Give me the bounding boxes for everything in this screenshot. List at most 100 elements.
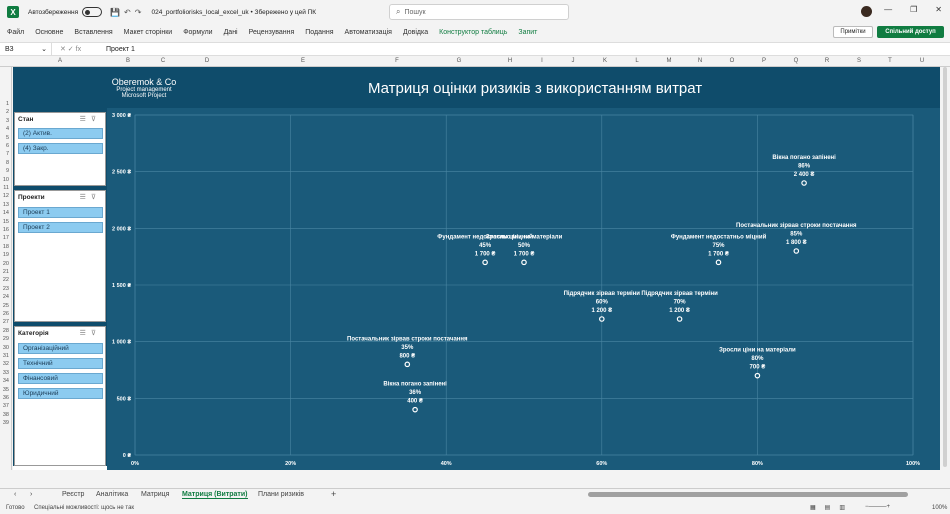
column-header[interactable]: T — [888, 58, 892, 64]
row-header[interactable]: 1 — [5, 101, 9, 107]
zoom-level[interactable]: 100% — [932, 505, 948, 511]
slicer-item[interactable]: Технічний — [18, 358, 103, 369]
row-header[interactable]: 11 — [3, 185, 9, 191]
row-header[interactable]: 26 — [2, 311, 9, 317]
row-header[interactable]: 35 — [2, 386, 9, 393]
column-header[interactable]: N — [697, 58, 703, 64]
slicer-item[interactable]: Проект 2 — [18, 222, 103, 233]
ribbon-tab[interactable]: Рецензування — [248, 28, 295, 36]
row-header[interactable]: 6 — [5, 143, 9, 149]
column-header[interactable]: B — [125, 58, 131, 64]
slicer-item[interactable]: Фінансовий — [18, 373, 103, 384]
row-header[interactable]: 2 — [5, 109, 9, 116]
minimize-icon[interactable]: — — [884, 5, 893, 14]
row-header[interactable]: 4 — [5, 126, 9, 133]
column-header[interactable]: H — [507, 58, 513, 64]
slicer-status[interactable]: Стан ☰⊽ (2) Актив. (4) Закр. — [14, 112, 106, 186]
column-header[interactable]: Q — [793, 58, 799, 64]
ribbon-tab[interactable]: Автоматизація — [344, 28, 392, 36]
ribbon-tab[interactable]: Файл — [7, 28, 25, 36]
slicer-item[interactable]: Юридичний — [18, 388, 103, 399]
row-header[interactable]: 7 — [5, 151, 9, 158]
row-header[interactable]: 32 — [2, 361, 9, 368]
row-header[interactable]: 3 — [5, 117, 9, 124]
column-header[interactable]: F — [395, 58, 399, 64]
ribbon-tab[interactable]: Основне — [35, 28, 64, 36]
slicer-item[interactable]: (2) Актив. — [18, 128, 103, 139]
column-header[interactable]: G — [456, 58, 462, 64]
ribbon-tab[interactable]: Запит — [518, 28, 538, 36]
row-header[interactable]: 9 — [5, 168, 9, 175]
row-header[interactable]: 31 — [2, 353, 9, 359]
column-header[interactable]: E — [300, 58, 306, 64]
row-header[interactable]: 12 — [2, 193, 9, 200]
column-header[interactable]: P — [761, 58, 767, 64]
column-header[interactable]: S — [856, 58, 862, 64]
slicer-item[interactable]: (4) Закр. — [18, 143, 103, 154]
row-header[interactable]: 25 — [2, 302, 9, 309]
column-header[interactable]: O — [729, 58, 735, 64]
sheet-tab[interactable]: Реєстр — [62, 491, 85, 498]
slicer-filter-icon[interactable]: ☰⊽ — [79, 116, 101, 123]
column-header[interactable]: U — [919, 58, 925, 64]
row-header[interactable]: 19 — [2, 252, 9, 259]
column-header[interactable]: I — [541, 58, 543, 64]
autosave-toggle[interactable] — [82, 7, 103, 17]
column-header[interactable]: A — [57, 58, 63, 64]
zoom-slider[interactable]: −———+ — [865, 504, 891, 510]
row-header[interactable]: 27 — [2, 319, 9, 326]
row-header[interactable]: 14 — [2, 210, 9, 217]
row-header[interactable]: 33 — [2, 369, 9, 376]
slicer-filter-icon[interactable]: ☰⊽ — [79, 194, 101, 201]
horizontal-scrollbar[interactable] — [588, 492, 908, 497]
row-header[interactable]: 15 — [2, 218, 9, 225]
row-header[interactable]: 16 — [2, 227, 9, 233]
row-header[interactable]: 36 — [2, 395, 9, 401]
row-header[interactable]: 18 — [2, 243, 9, 250]
row-header[interactable]: 29 — [2, 336, 9, 343]
slicer-projects[interactable]: Проекти ☰⊽ Проект 1 Проект 2 — [14, 190, 106, 322]
row-header[interactable]: 24 — [2, 294, 9, 301]
column-header[interactable]: J — [571, 58, 575, 64]
row-header[interactable]: 23 — [2, 285, 9, 292]
ribbon-tab[interactable]: Формули — [183, 28, 213, 36]
row-header[interactable]: 8 — [5, 159, 9, 166]
quick-access-icons[interactable]: 💾↶↷ — [110, 7, 146, 17]
sheet-tab[interactable]: Матриця — [141, 491, 170, 498]
file-name[interactable]: 024_portfoliorisks_local_excel_uk • Збер… — [151, 8, 317, 16]
prev-sheet-icon[interactable]: ‹ — [14, 491, 17, 498]
scatter-chart[interactable]: 0 ₴ 500 ₴ 1 000 ₴ 1 500 ₴ 2 000 ₴ 2 500 ₴ 3 00… — [107, 108, 927, 470]
slicer-item[interactable]: Проект 1 — [18, 207, 103, 218]
row-header[interactable]: 5 — [5, 134, 9, 141]
accessibility-status[interactable]: Спеціальні можливості: щось не так — [34, 505, 135, 511]
slicer-category[interactable]: Категорія ☰⊽ Організаційний Технічний Фі… — [14, 326, 106, 466]
row-header[interactable]: 28 — [2, 327, 9, 334]
share-button[interactable]: Спільний доступ — [877, 26, 944, 38]
row-header[interactable]: 34 — [2, 378, 9, 385]
notes-button[interactable]: Примітки — [833, 26, 873, 38]
column-header[interactable]: D — [204, 58, 210, 64]
ribbon-tab[interactable]: Подання — [305, 28, 334, 36]
search-box[interactable]: ⌕ Пошук — [389, 4, 569, 20]
name-box[interactable]: B3 ⌄ — [0, 43, 52, 55]
restore-icon[interactable]: ❐ — [910, 5, 918, 14]
slicer-item[interactable]: Організаційний — [18, 343, 103, 354]
sheet-tab[interactable]: Матриця (Витрати) — [182, 491, 248, 499]
column-header[interactable]: R — [824, 58, 830, 64]
row-header[interactable]: 21 — [2, 269, 9, 275]
vertical-scrollbar[interactable] — [943, 67, 947, 467]
row-header[interactable]: 20 — [2, 260, 9, 267]
close-icon[interactable]: ✕ — [935, 5, 942, 14]
ribbon-tab[interactable]: Конструктор таблиць — [439, 28, 508, 36]
row-header[interactable]: 38 — [2, 411, 9, 418]
formula-input[interactable]: Проект 1 — [106, 45, 135, 53]
row-header[interactable]: 30 — [2, 344, 9, 351]
ribbon-tab[interactable]: Вставлення — [74, 28, 113, 36]
sheet-tab[interactable]: Плани ризиків — [258, 491, 304, 498]
row-header[interactable]: 37 — [2, 403, 9, 410]
next-sheet-icon[interactable]: › — [30, 491, 33, 498]
column-header[interactable]: K — [602, 58, 608, 64]
row-header[interactable]: 10 — [2, 176, 9, 183]
ribbon-tab[interactable]: Довідка — [402, 28, 429, 36]
view-icons[interactable]: ▦▤▥ — [810, 505, 855, 511]
